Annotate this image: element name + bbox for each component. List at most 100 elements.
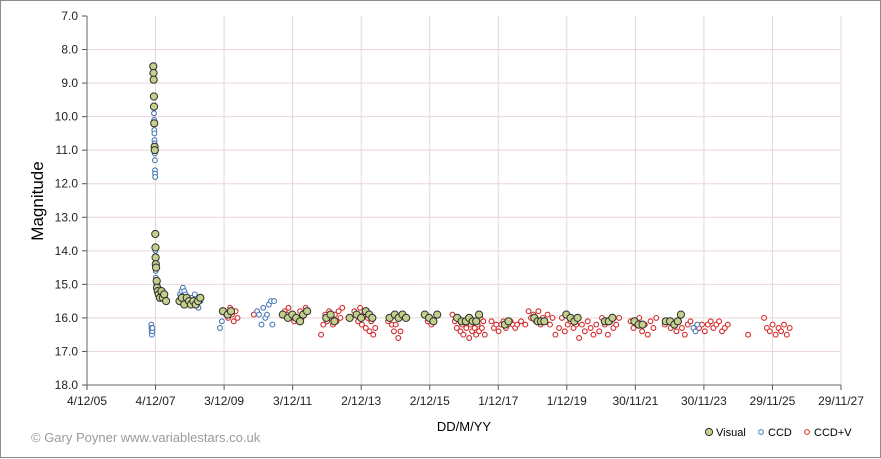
visual-data-point bbox=[573, 313, 582, 322]
ccd-v-data-point bbox=[285, 304, 292, 311]
ccd-v-data-point bbox=[320, 321, 327, 328]
ccd-v-data-point bbox=[397, 328, 404, 335]
ccd-v-data-point bbox=[535, 308, 542, 315]
visual-data-point bbox=[303, 307, 312, 316]
ccd-v-data-point bbox=[522, 321, 529, 328]
ccd-v-data-point bbox=[514, 321, 521, 328]
ccd-data-point bbox=[260, 304, 267, 311]
ccd-v-data-point bbox=[335, 308, 342, 315]
y-tick-label: 8.0 bbox=[61, 43, 78, 57]
ccd-v-data-point bbox=[639, 328, 646, 335]
x-tick-label: 30/11/21 bbox=[612, 394, 658, 408]
ccd-v-data-point bbox=[769, 321, 776, 328]
tick-labels: 7.0 8.0 9.0 10.0 11.0 12.0 13.0 14.0 15.0 16.0 17.… bbox=[55, 9, 865, 408]
visual-data-point bbox=[504, 317, 513, 326]
y-tick-label: 15.0 bbox=[55, 277, 79, 291]
ccd-v-data-point bbox=[673, 328, 680, 335]
ccd-v-data-point bbox=[339, 304, 346, 311]
ccd-v-data-point bbox=[337, 314, 344, 321]
ccd-v-data-point bbox=[525, 308, 532, 315]
ccd-v-data-point bbox=[234, 314, 241, 321]
ccd-data-point bbox=[692, 328, 699, 335]
ccd-v-data-point bbox=[596, 328, 603, 335]
visual-data-point bbox=[149, 92, 158, 101]
ccd-v-data-point bbox=[636, 314, 643, 321]
visual-data-point bbox=[429, 317, 438, 326]
ccd-data-point bbox=[151, 157, 158, 164]
visual-data-point bbox=[149, 68, 158, 78]
ccd-v-data-point bbox=[576, 335, 583, 341]
x-tick-label: 2/12/13 bbox=[341, 394, 381, 408]
x-tick-label: 30/11/23 bbox=[681, 394, 727, 408]
visual-data-point bbox=[149, 75, 158, 84]
ccd-data-point bbox=[218, 318, 225, 325]
ccd-v-data-point bbox=[466, 335, 473, 341]
ccd-data-point bbox=[149, 325, 156, 331]
ccd-v-data-point bbox=[544, 311, 551, 318]
ccd-v-data-point bbox=[678, 325, 685, 331]
legend-ccd-v-label: CCD+V bbox=[814, 427, 852, 439]
visual-data-point bbox=[540, 317, 549, 326]
ccd-v-data-point bbox=[581, 328, 588, 335]
ccd-data-point bbox=[151, 110, 157, 117]
visual-data-point bbox=[151, 253, 160, 262]
x-tick-label: 3/12/11 bbox=[273, 394, 312, 408]
visual-data-point bbox=[150, 119, 159, 128]
ccd-v-data-point bbox=[547, 321, 553, 328]
ccd-v-data-point bbox=[561, 328, 568, 335]
y-tick-label: 14.0 bbox=[55, 244, 79, 258]
y-tick-label: 9.0 bbox=[61, 76, 78, 90]
legend: Visual CCD CCD+V bbox=[704, 427, 852, 439]
ccd-v-data-point bbox=[647, 318, 654, 325]
ccd-v-data-point bbox=[463, 325, 470, 331]
ccd-v-data-point bbox=[556, 325, 563, 331]
ccd-v-data-point bbox=[699, 321, 705, 328]
ccd-v-data-point bbox=[493, 321, 500, 328]
ccd-v-data-point bbox=[370, 331, 377, 338]
ccd-v-data-point bbox=[613, 321, 620, 328]
ccd-v-data-point bbox=[681, 331, 688, 338]
visual-data-point bbox=[472, 317, 481, 326]
legend-ccd-label: CCD bbox=[768, 427, 792, 439]
ccd-v-data-point bbox=[392, 321, 399, 328]
x-tick-label: 1/12/17 bbox=[478, 394, 518, 408]
ccd-v-data-point bbox=[357, 304, 364, 311]
ccd-v-data-point bbox=[778, 328, 785, 335]
ccd-data-point bbox=[694, 321, 701, 328]
ccd-v-data-point bbox=[587, 325, 594, 331]
ccd-v-data-point bbox=[362, 325, 369, 331]
ccd-data-point bbox=[152, 174, 159, 180]
ccd-v-data-point bbox=[390, 328, 397, 335]
ccd-v-data-point bbox=[593, 321, 600, 328]
x-tick-label: 29/11/27 bbox=[818, 394, 864, 408]
visual-data-point bbox=[151, 243, 160, 252]
visual-data-point bbox=[608, 313, 617, 322]
visual-data-point bbox=[474, 310, 484, 319]
ccd-v-data-point bbox=[366, 328, 373, 335]
ccd-v-data-point bbox=[395, 335, 402, 341]
ccd-data-point bbox=[271, 298, 278, 305]
ccd-v-data-point bbox=[766, 328, 773, 335]
visual-data-point bbox=[638, 320, 647, 329]
ccd-v-data-point bbox=[724, 321, 731, 328]
ccd-v-data-point bbox=[644, 331, 651, 338]
ccd-v-data-point bbox=[761, 314, 768, 321]
ccd-data-point bbox=[151, 130, 158, 137]
ccd-data-point bbox=[269, 321, 276, 328]
visual-data-point bbox=[149, 102, 159, 111]
ccd-v-data-point bbox=[318, 331, 325, 338]
visual-data-point bbox=[160, 290, 169, 299]
y-tick-label: 7.0 bbox=[61, 9, 78, 23]
y-tick-label: 16.0 bbox=[55, 311, 79, 325]
ccd-v-data-point bbox=[781, 321, 787, 328]
y-tick-label: 11.0 bbox=[56, 143, 79, 157]
visual-data-point bbox=[162, 297, 171, 306]
ccd-data-point bbox=[217, 325, 223, 331]
ccd-data-point bbox=[256, 311, 262, 318]
ccd-v-data-point bbox=[481, 331, 488, 338]
visual-data-point bbox=[151, 229, 160, 239]
ccd-v-data-point bbox=[460, 331, 467, 338]
visual-data-point bbox=[368, 313, 377, 322]
y-axis-title: Magnitude bbox=[28, 161, 47, 240]
